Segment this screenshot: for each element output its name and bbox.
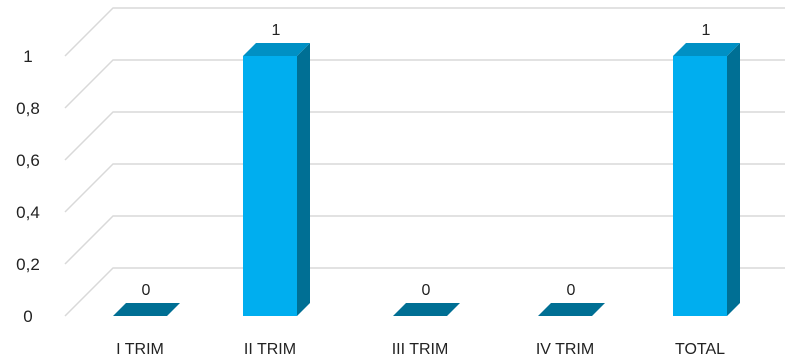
- data-label: 0: [142, 282, 151, 299]
- gridlines: [64, 7, 785, 317]
- bar-top-face: [538, 303, 605, 316]
- bar-top-face: [673, 43, 740, 56]
- y-tick-label: 0,8: [16, 99, 40, 118]
- bar: [243, 43, 310, 316]
- data-label: 1: [272, 22, 281, 39]
- bar-front-face: [243, 56, 297, 316]
- gridline: [64, 111, 785, 161]
- gridline: [64, 59, 785, 109]
- bars: [113, 43, 740, 316]
- category-label: IV TRIM: [536, 341, 594, 358]
- category-label: II TRIM: [244, 341, 296, 358]
- bar-top-face: [243, 43, 310, 56]
- y-tick-label: 0,2: [16, 255, 40, 274]
- bar: [673, 43, 740, 316]
- gridline: [64, 215, 785, 265]
- gridline: [64, 163, 785, 213]
- labels: 0 0,2 0,4 0,6 0,8 1 0 I TRIM 1 II TRIM 0 III TRIM 0 I…: [16, 22, 725, 358]
- y-tick-label: 1: [23, 47, 32, 66]
- gridline: [64, 7, 785, 57]
- data-label: 1: [702, 22, 711, 39]
- category-label: TOTAL: [675, 341, 725, 358]
- gridline: [64, 267, 785, 317]
- category-label: III TRIM: [392, 341, 449, 358]
- bar-side-face: [727, 43, 740, 316]
- category-label: I TRIM: [116, 341, 164, 358]
- bar: [113, 303, 180, 316]
- bar-front-face: [673, 56, 727, 316]
- bar-top-face: [393, 303, 460, 316]
- bar-side-face: [297, 43, 310, 316]
- data-label: 0: [567, 282, 576, 299]
- y-tick-label: 0,6: [16, 151, 40, 170]
- data-label: 0: [422, 282, 431, 299]
- bar-top-face: [113, 303, 180, 316]
- bar: [538, 303, 605, 316]
- bar: [393, 303, 460, 316]
- y-tick-label: 0: [23, 307, 32, 326]
- y-tick-label: 0,4: [16, 203, 40, 222]
